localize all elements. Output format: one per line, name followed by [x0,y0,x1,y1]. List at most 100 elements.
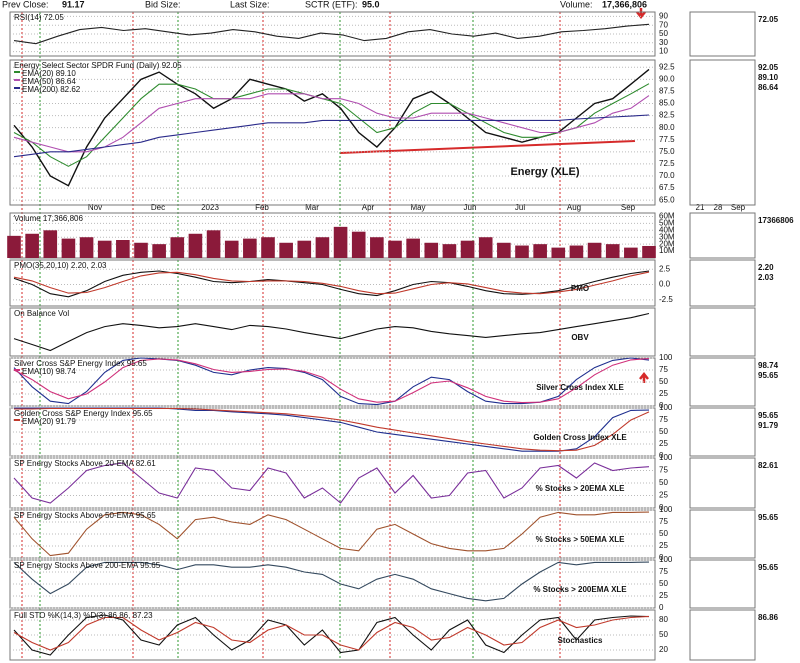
bar [61,238,76,258]
y-tick-label: -2.5 [659,295,673,304]
series-line [13,83,650,167]
y-tick-label: 2.5 [659,264,671,273]
mini-label: 95.65 [758,411,779,420]
y-tick-label: 40M [659,225,675,234]
panel-frame [9,307,656,357]
y-tick-label: 25 [659,389,668,398]
y-tick-label: 50 [659,529,668,538]
mini-frame [689,259,756,307]
bar [25,233,39,258]
bar [551,247,566,258]
mini-frame [689,357,756,407]
y-tick-label: 100 [659,453,673,462]
y-tick-label: 0.0 [659,280,671,289]
series-line [13,23,650,45]
mini-label: 82.61 [758,461,779,470]
y-tick-label: 80.0 [659,123,675,132]
mini-label: 86.64 [758,83,779,92]
series-line [13,358,650,404]
mini-label: 92.05 [758,63,779,72]
x-tick-label: Aug [567,203,581,212]
x-tick-label: Nov [88,203,102,212]
annotation: % Stocks > 50EMA XLE [536,535,626,544]
legend-entry: EMA(200) 82.62 [22,85,81,94]
panel-title: Silver Cross S&P Energy Index 95.65 [14,359,147,368]
bar [170,237,185,258]
bar [333,226,348,258]
bid-size-label: Bid Size: [145,0,181,9]
y-tick-label: 0 [659,451,664,460]
mini-frame [689,457,756,509]
y-tick-label: 82.5 [659,111,675,120]
y-tick-label: 50 [659,427,668,436]
y-tick-label: 25 [659,491,668,500]
mini-label: 95.65 [758,513,779,522]
bar [97,240,112,258]
y-tick-label: 70.0 [659,171,675,180]
mini-label: 17366806 [758,216,794,225]
y-tick-label: 20 [659,645,668,654]
y-tick-label: 75 [659,415,668,424]
y-tick-label: 77.5 [659,135,675,144]
panel-title: RSI(14) 72.05 [14,13,64,22]
panel-title: SP Energy Stocks Above 20-EMA 82.61 [14,459,156,468]
series-line [13,615,650,651]
series-line [13,271,650,295]
series-line [13,114,650,158]
y-tick-label: 25 [659,591,668,600]
bar [43,230,58,258]
y-tick-label: 75 [659,517,668,526]
panel-title: Volume 17,366,806 [14,214,83,223]
x-tick-label: Apr [362,203,375,212]
annotation: Energy (XLE) [510,166,579,178]
y-tick-label: 50 [659,377,668,386]
panel-frame [9,259,656,307]
mini-frame [689,307,756,357]
bar [79,237,94,258]
sctr-label: SCTR (ETF): [305,0,358,9]
panel-frame [9,59,656,206]
legend-entry: EMA(20) 91.79 [22,417,76,426]
mini-frame [689,407,756,457]
y-tick-label: 25 [659,541,668,550]
annotation: PMO [571,284,589,293]
y-tick-label: 50 [659,630,668,639]
y-tick-label: 90.0 [659,74,675,83]
panel-title: PMO(35,20,10) 2.20, 2.03 [14,261,107,270]
mini-label: 98.74 [758,361,779,370]
annotation: % Stocks > 20EMA XLE [536,484,626,493]
mini-frame [689,509,756,559]
y-tick-label: 87.5 [659,87,675,96]
y-tick-label: 50 [659,478,668,487]
bar [624,247,638,258]
panel-title: SP Energy Stocks Above 50-EMA 95.65 [14,511,156,520]
y-tick-label: 65.0 [659,195,675,204]
series-line [13,561,650,602]
legend-swatch [14,87,20,89]
legend-swatch [14,79,20,81]
y-tick-label: 30M [659,232,675,241]
mini-label: 2.20 [758,263,774,272]
bar [206,230,221,258]
series-line [13,93,650,153]
y-tick-label: 75.0 [659,147,675,156]
y-tick-label: 90 [659,12,668,21]
bar [587,242,602,258]
y-tick-label: 72.5 [659,159,675,168]
bar [424,242,439,258]
y-tick-label: 50 [659,579,668,588]
bar [533,244,547,258]
y-tick-label: 100 [659,403,673,412]
prev-close: 91.17 [62,0,85,9]
x-tick-label: Sep [621,203,636,212]
panel-title: Full STO %K(14,3) %D(3) 86.86, 87.23 [14,611,153,620]
y-tick-label: 100 [659,353,673,362]
bar [478,237,493,258]
annotation: OBV [571,333,589,342]
bar [152,244,166,258]
legend-entry: EMA(20) 89.10 [22,69,76,78]
y-tick-label: 0 [659,401,664,410]
x-tick-label: Jun [464,203,477,212]
y-tick-label: 85.0 [659,99,675,108]
